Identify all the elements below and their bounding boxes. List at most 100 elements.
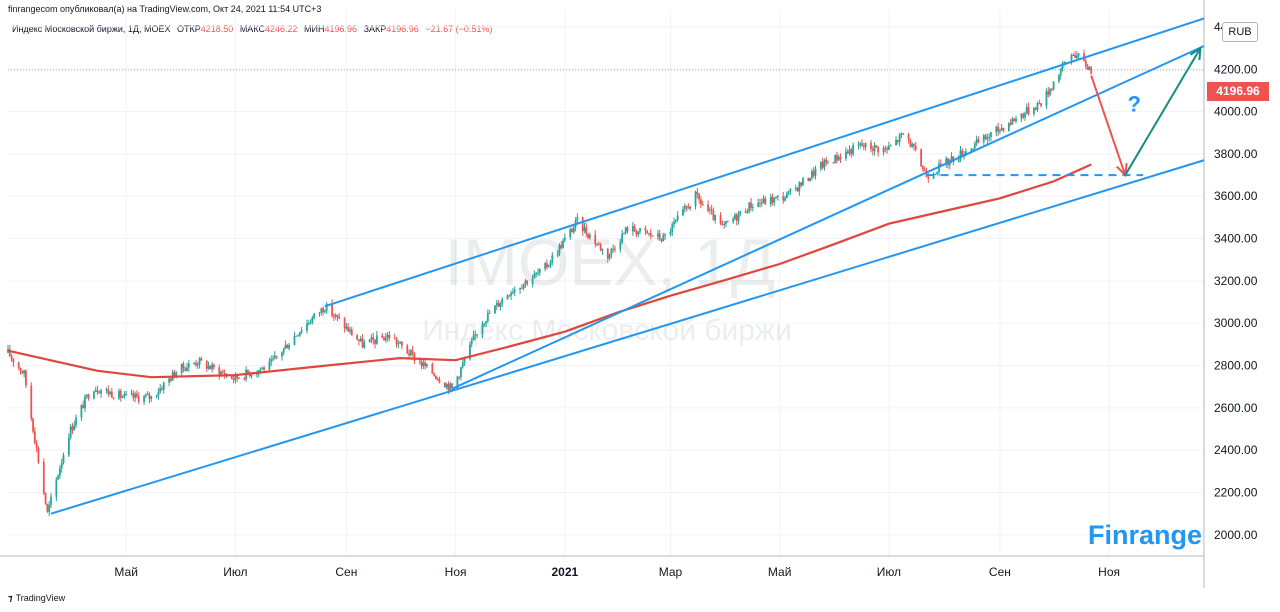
price-tick-label: 2800.00 <box>1214 359 1258 373</box>
candle-body <box>925 171 928 177</box>
candle-body <box>248 373 251 377</box>
candle-body <box>544 263 547 269</box>
candle-body <box>200 358 203 361</box>
candle-body <box>461 362 464 368</box>
candle-body <box>255 373 258 375</box>
candle-body <box>130 393 133 395</box>
candle-body <box>1063 62 1066 64</box>
candle-body <box>633 226 636 232</box>
candle-body <box>232 378 235 380</box>
candle-body <box>744 211 747 213</box>
time-tick-label: Май <box>114 565 138 579</box>
candle-body <box>977 139 980 142</box>
candle-body <box>748 202 751 213</box>
candle-body <box>472 335 475 341</box>
candle-body <box>513 289 516 293</box>
candle-body <box>1040 103 1042 106</box>
candle-body <box>900 133 903 135</box>
candle-body <box>350 329 353 336</box>
candle-body <box>282 348 285 353</box>
candle-body <box>476 334 478 336</box>
candle-body <box>827 162 829 164</box>
candle-body <box>864 142 867 147</box>
candle-body <box>1034 108 1037 110</box>
candle-body <box>309 322 312 324</box>
candle-body <box>499 303 502 307</box>
candle-body <box>1002 127 1005 131</box>
candle-body <box>162 382 165 390</box>
candle-body <box>59 468 61 476</box>
candle-body <box>381 335 384 339</box>
candle-body <box>585 227 588 235</box>
candle-body <box>538 268 541 273</box>
candle-body <box>42 462 45 494</box>
candle-body <box>501 299 504 304</box>
candle-body <box>118 390 120 399</box>
candle-body <box>55 479 58 497</box>
candle-body <box>221 371 224 374</box>
candle-body <box>220 371 222 376</box>
candle-body <box>397 343 400 345</box>
candle-body <box>796 187 799 192</box>
candle-body <box>372 337 375 340</box>
candle-body <box>400 341 403 346</box>
candle-body <box>687 207 690 209</box>
candle-body <box>12 358 15 363</box>
candle-body <box>945 158 948 165</box>
candle-body <box>836 154 838 161</box>
candle-body <box>157 392 160 396</box>
price-tick-label: 3000.00 <box>1214 316 1258 330</box>
time-tick-label: Сен <box>989 565 1011 579</box>
candle-body <box>161 388 163 390</box>
candle-body <box>288 345 290 349</box>
candle-body <box>32 418 34 432</box>
candle-body <box>313 313 316 318</box>
candle-body <box>306 323 308 331</box>
candle-body <box>483 323 486 325</box>
candle-body <box>1009 123 1012 125</box>
close-value: 4196.96 <box>386 24 419 34</box>
candle-body <box>336 314 339 317</box>
candle-body <box>383 338 385 341</box>
candle-body <box>819 162 822 169</box>
candle-body <box>839 156 842 159</box>
candle-body <box>286 344 289 349</box>
candle-body <box>456 376 459 389</box>
candle-body <box>60 462 63 469</box>
candle-body <box>332 315 335 317</box>
candle-body <box>238 377 240 379</box>
support-inner-line <box>451 45 1205 390</box>
tradingview-label: TradingView <box>15 593 66 603</box>
tradingview-footer[interactable]: ⁊ TradingView <box>8 593 65 604</box>
candle-body <box>195 362 197 366</box>
candle-body <box>1020 113 1023 119</box>
candle-body <box>1033 108 1035 114</box>
candle-body <box>587 234 589 238</box>
candle-body <box>100 390 103 394</box>
candle-body <box>825 159 828 163</box>
candle-body <box>93 391 95 399</box>
candle-body <box>988 136 991 139</box>
candle-body <box>273 355 276 359</box>
candle-body <box>137 396 140 402</box>
channel-lower-line <box>50 159 1205 515</box>
candle-body <box>363 342 366 348</box>
candle-body <box>759 202 761 204</box>
candle-body <box>601 248 604 251</box>
candle-body <box>409 350 412 356</box>
candle-body <box>746 212 749 214</box>
candle-body <box>547 265 550 268</box>
candle-body <box>972 148 974 150</box>
candle-body <box>762 198 765 203</box>
candle-body <box>112 397 115 399</box>
candle-body <box>782 196 785 201</box>
open-label: ОТКР <box>177 24 201 34</box>
candle-body <box>80 405 83 418</box>
candle-body <box>37 447 40 463</box>
candle-body <box>775 196 777 198</box>
candle-body <box>871 149 874 152</box>
candle-body <box>922 166 924 170</box>
currency-button[interactable]: RUB <box>1222 22 1258 42</box>
candle-body <box>581 217 584 232</box>
